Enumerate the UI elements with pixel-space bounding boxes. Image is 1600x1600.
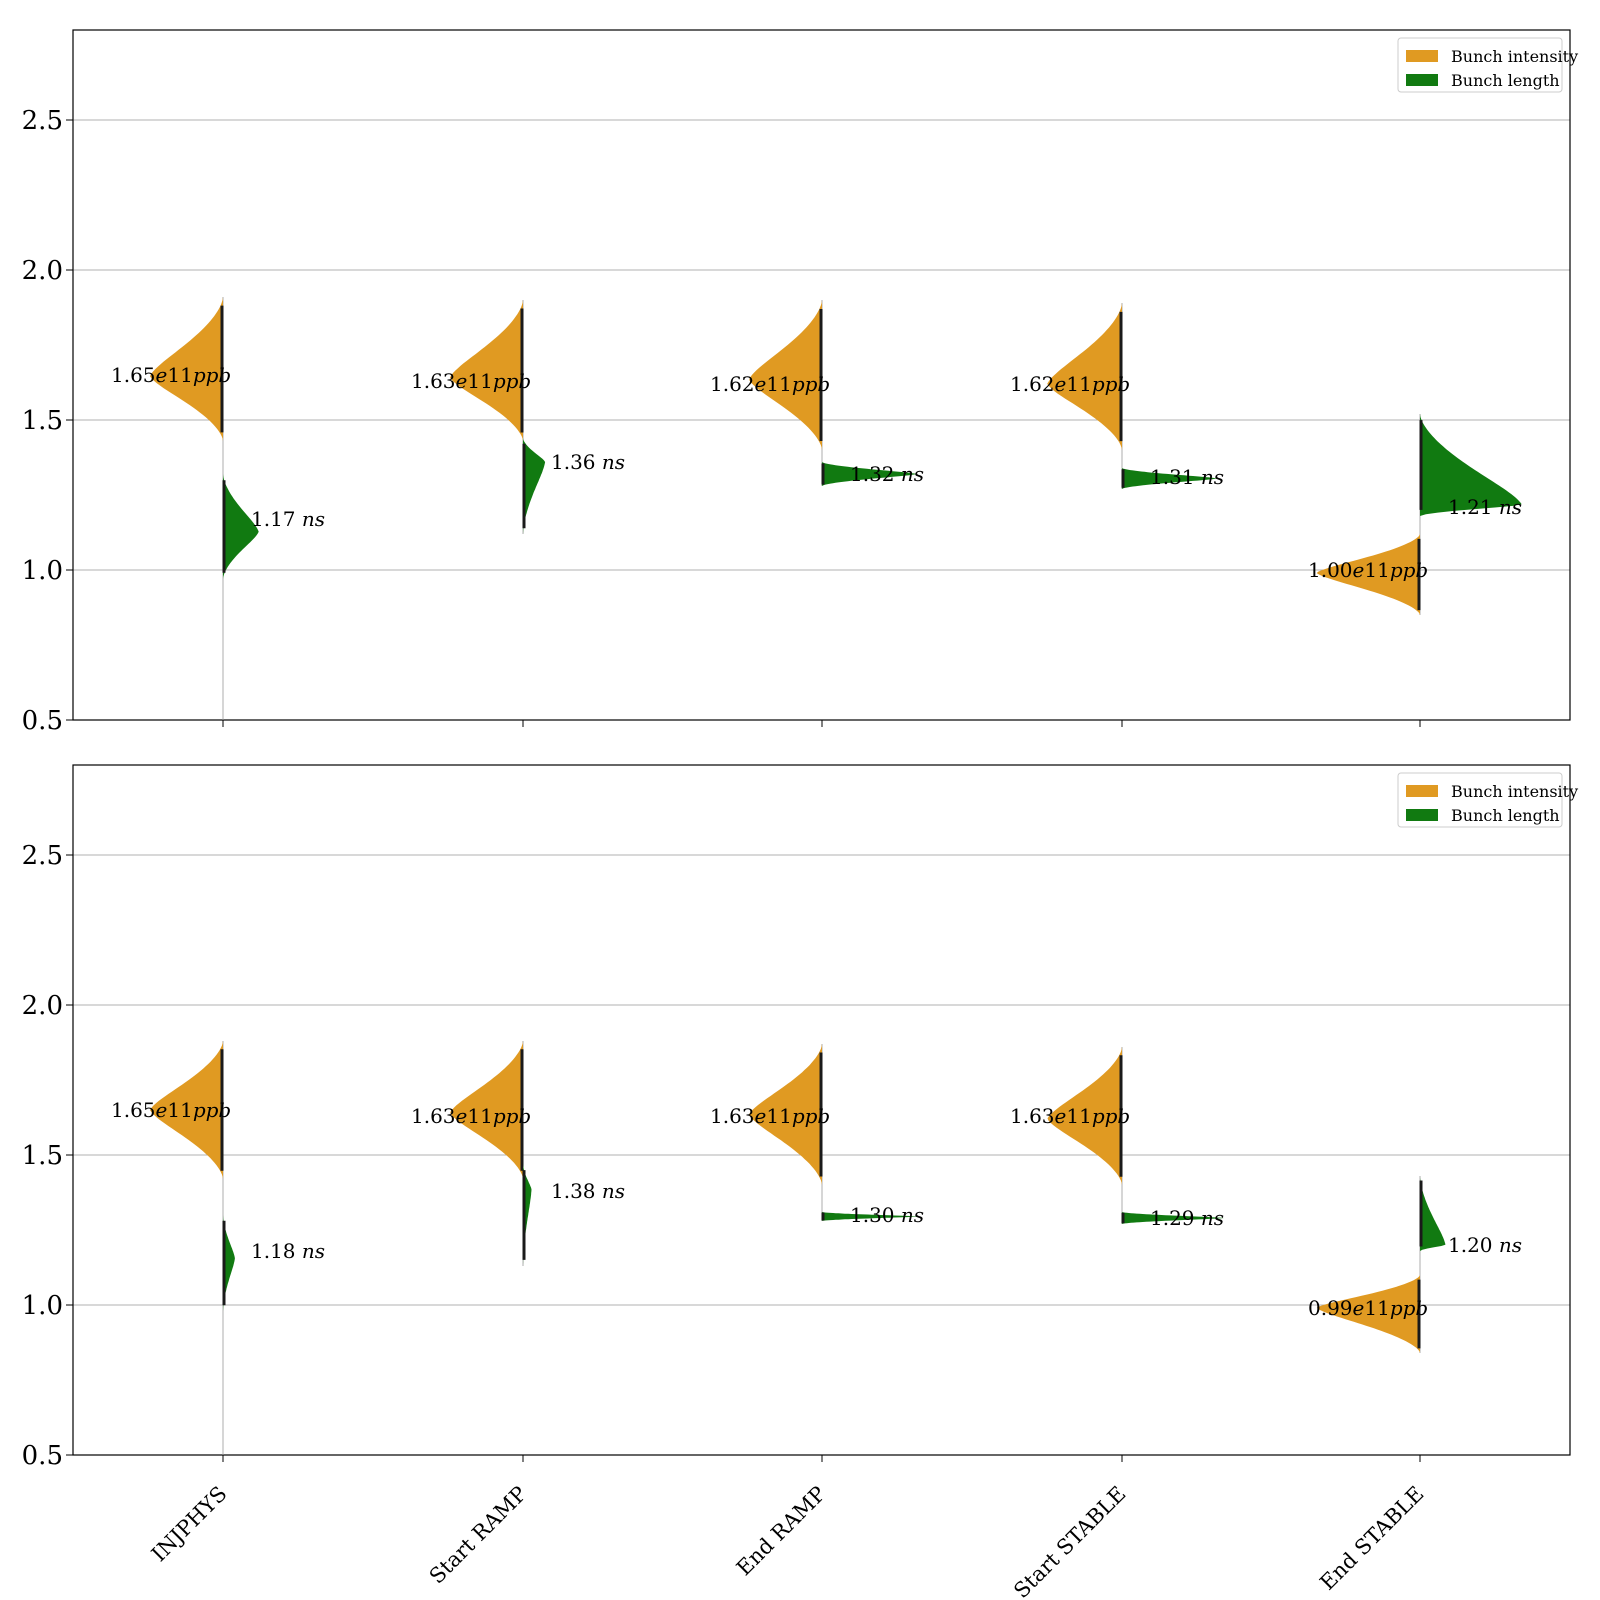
x-category-label: End RAMP <box>732 1482 831 1581</box>
legend-label: Bunch length <box>1451 71 1560 90</box>
y-tick-label: 2.5 <box>22 106 63 136</box>
x-category-label: Start STABLE <box>1009 1482 1130 1600</box>
legend-box <box>1397 37 1563 93</box>
violin-annotation: 1.63e11ppb <box>1010 1104 1130 1128</box>
violin-intensity <box>449 300 523 441</box>
legend-swatch <box>1406 785 1438 797</box>
violin-intensity <box>748 1044 822 1185</box>
violin-annotation: 1.18 ns <box>251 1239 325 1263</box>
x-category-label: Start RAMP <box>425 1482 532 1589</box>
panel-bottom: 0.5 1.0 1.5 2.0 2.5 INJPHYS Start RAMP End RAMP… <box>22 764 1578 1600</box>
violin-length <box>1420 1176 1446 1251</box>
legend: Bunch intensity Bunch length <box>1397 772 1578 828</box>
y-tick-label: 1.0 <box>22 1291 63 1321</box>
legend-swatch <box>1406 50 1438 62</box>
violin-annotation: 1.63e11ppb <box>411 1104 531 1128</box>
violin-intensity <box>1047 1047 1122 1185</box>
y-tick-label: 1.5 <box>22 1141 63 1171</box>
violin-annotation: 1.30 ns <box>850 1203 924 1227</box>
legend-label: Bunch intensity <box>1451 782 1578 801</box>
violin-annotation: 1.62e11ppb <box>710 372 830 396</box>
violin-annotation: 1.00e11ppb <box>1308 558 1428 582</box>
y-tick-label: 1.5 <box>22 406 63 436</box>
legend-label: Bunch intensity <box>1451 47 1578 66</box>
violin-annotation: 1.31 ns <box>1150 465 1224 489</box>
y-tick-label: 0.5 <box>22 1441 63 1471</box>
y-tick-label: 2.0 <box>22 991 63 1021</box>
violin-annotation: 0.99e11ppb <box>1308 1296 1428 1320</box>
violin-annotation: 1.65e11ppb <box>111 1098 231 1122</box>
violin-intensity <box>1316 534 1420 615</box>
violin-length <box>822 462 918 486</box>
y-tick-label: 2.5 <box>22 841 63 871</box>
violin-annotation: 1.38 ns <box>551 1179 625 1203</box>
legend-swatch <box>1406 809 1438 821</box>
violin-intensity <box>1047 303 1122 450</box>
violin-annotation: 1.29 ns <box>1150 1206 1224 1230</box>
violin-annotation: 1.62e11ppb <box>1010 372 1130 396</box>
violin-annotation: 1.63e11ppb <box>411 369 531 393</box>
violin-length <box>822 1212 919 1221</box>
legend-swatch <box>1406 74 1438 86</box>
violin-annotation: 1.63e11ppb <box>710 1104 830 1128</box>
x-category-label: INJPHYS <box>147 1482 232 1567</box>
x-category-label: End STABLE <box>1315 1482 1428 1595</box>
violin-intensity <box>450 1041 523 1179</box>
legend-box <box>1397 772 1563 828</box>
violin-intensity <box>149 297 223 441</box>
violin-length <box>223 1215 235 1311</box>
violin-intensity <box>749 300 822 450</box>
violin-annotation: 1.17 ns <box>251 507 325 531</box>
violin-annotation: 1.20 ns <box>1448 1233 1522 1257</box>
y-tick-label: 2.0 <box>22 256 63 286</box>
legend: Bunch intensity Bunch length <box>1397 37 1578 93</box>
legend-label: Bunch length <box>1451 806 1560 825</box>
violin-annotation: 1.21 ns <box>1448 495 1522 519</box>
violin-length <box>523 438 546 534</box>
violin-length <box>1420 414 1522 516</box>
y-tick-label: 0.5 <box>22 706 63 736</box>
violin-length <box>1122 468 1218 489</box>
violin-intensity <box>1316 1275 1420 1353</box>
panel-top: 0.5 1.0 1.5 2.0 2.5 1.65e11ppb 1.63e11ppb 1.62e… <box>22 29 1578 736</box>
y-tick-label: 1.0 <box>22 556 63 586</box>
violin-length <box>223 474 259 579</box>
violin-length <box>1122 1212 1224 1224</box>
violin-annotation: 1.32 ns <box>850 462 924 486</box>
violin-intensity <box>149 1041 223 1179</box>
violin-annotation: 1.65e11ppb <box>111 363 231 387</box>
violin-annotation: 1.36 ns <box>551 450 625 474</box>
